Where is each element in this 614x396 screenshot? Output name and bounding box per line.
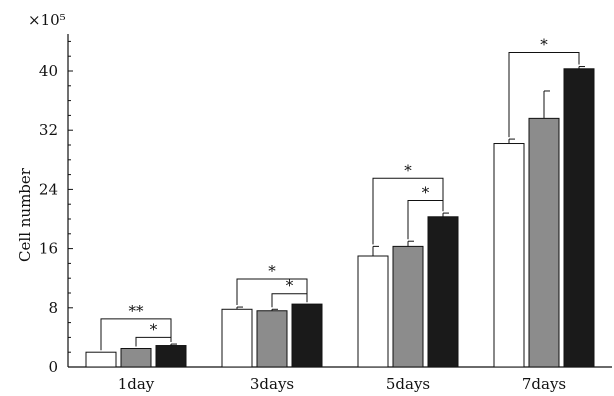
significance-bracket	[236, 278, 308, 306]
y-axis-label: Cell number	[16, 167, 34, 262]
significance-bracket	[100, 318, 172, 351]
y-tick-label: 8	[48, 299, 58, 317]
y-tick-label: 32	[39, 121, 58, 139]
significance-label: *	[422, 184, 430, 202]
significance-label: **	[129, 302, 145, 320]
bar	[221, 308, 253, 368]
significance-bracket	[271, 293, 308, 308]
significance-label: *	[540, 36, 548, 54]
bar	[427, 216, 459, 368]
significance-label: *	[286, 277, 294, 295]
x-tick-label: 5days	[386, 375, 430, 393]
significance-label: *	[268, 262, 276, 280]
significance-bracket	[135, 336, 172, 347]
y-multiplier-label: ×10⁵	[28, 11, 66, 29]
y-tick-label: 16	[39, 240, 58, 258]
bar	[493, 143, 525, 368]
significance-bracket	[372, 177, 444, 245]
y-tick-label: 0	[48, 358, 58, 376]
bar	[563, 68, 595, 368]
y-tick-label: 40	[39, 62, 58, 80]
bar	[256, 310, 288, 368]
significance-bracket	[407, 200, 444, 240]
significance-label: *	[404, 161, 412, 179]
bar	[392, 245, 424, 368]
bar	[155, 345, 187, 368]
bar	[85, 351, 117, 368]
bar	[291, 303, 323, 368]
x-tick-label: 7days	[522, 375, 566, 393]
bar	[357, 255, 389, 368]
x-tick-label: 3days	[250, 375, 294, 393]
significance-bracket	[508, 52, 580, 138]
x-tick-label: 1day	[118, 375, 155, 393]
significance-label: *	[150, 320, 158, 338]
y-tick-label: 24	[39, 180, 58, 198]
bar	[120, 348, 152, 368]
bar	[528, 117, 560, 368]
